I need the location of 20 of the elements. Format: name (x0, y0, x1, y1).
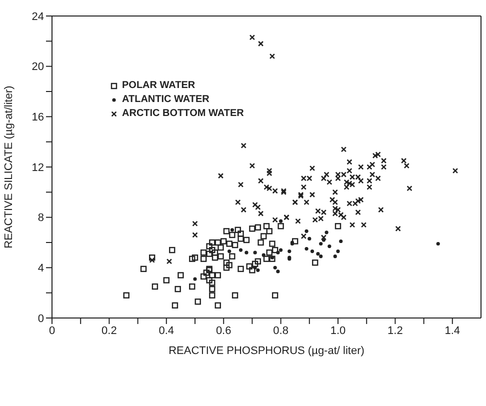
x-tick-label: 0.8 (273, 324, 288, 337)
x-tick-label: 1.0 (330, 324, 346, 337)
y-tick-label: 8 (38, 212, 44, 224)
y-tick-label: 20 (32, 61, 44, 74)
y-tick-label: 4 (38, 262, 44, 275)
x-tick-label: 1.2 (388, 324, 403, 337)
legend-label: ARCTIC BOTTOM WATER (122, 108, 244, 119)
y-tick-label: 12 (32, 162, 44, 174)
x-tick-label: 0.6 (216, 324, 232, 337)
y-axis-title: REACTIVE SILICATE (µg-at/liter) (2, 86, 15, 248)
legend-label: POLAR WATER (122, 80, 196, 91)
x-tick-label: 0.4 (158, 324, 174, 337)
y-tick-label: 24 (32, 10, 44, 23)
y-tick-label: 0 (38, 312, 44, 325)
x-tick-label: 0 (48, 324, 56, 337)
x-tick-label: 0.2 (102, 324, 117, 337)
y-tick-label: 16 (32, 112, 44, 124)
x-tick-label: 1.4 (444, 324, 460, 337)
legend-label: ATLANTIC WATER (122, 94, 210, 105)
x-axis-title: REACTIVE PHOSPHORUS (µg-at/ liter) (168, 345, 364, 357)
